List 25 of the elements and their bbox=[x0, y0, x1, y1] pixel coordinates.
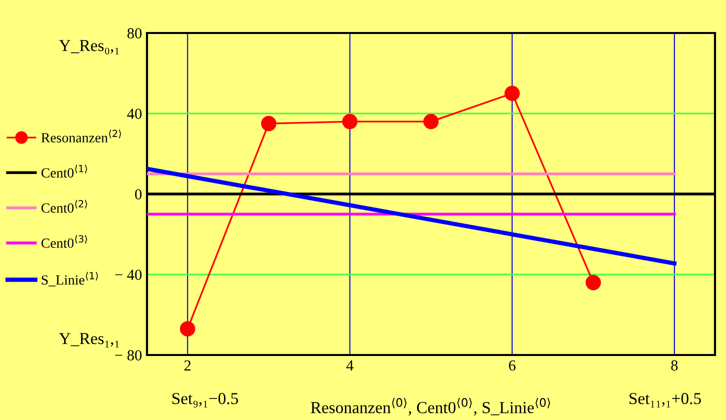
legend-label: Cent0$^{⟨3⟩}$ bbox=[41, 235, 88, 248]
y-tick-label: 40 bbox=[127, 108, 142, 119]
point bbox=[586, 274, 601, 290]
y-tick-label: 80 bbox=[127, 28, 142, 38]
point bbox=[342, 114, 358, 130]
legend-label: S_Linie$^{⟨1⟩}$ bbox=[42, 272, 98, 286]
text: Set₁₁,₁+0.5 bbox=[630, 392, 701, 408]
x-tick-label: 8 bbox=[671, 360, 678, 371]
y-tick-label: − 40 bbox=[115, 270, 142, 280]
x-axis-title: Resonanzen$^{⟨0⟩}$, Cent0$^{⟨0⟩}$, S_Linie$^{⟨0⟩}$ bbox=[310, 398, 550, 416]
text: Y_Res₁,₁ bbox=[59, 333, 119, 348]
legend-label: Cent0$^{⟨1⟩}$ bbox=[41, 164, 88, 178]
point bbox=[504, 86, 520, 102]
legend-label: Resonanzen$^{⟨2⟩}$ bbox=[41, 130, 122, 142]
x-tick-label: 2 bbox=[184, 360, 191, 370]
point bbox=[423, 114, 439, 130]
y-tick-label: − 80 bbox=[115, 350, 142, 360]
text: Y_Res₀,₁ bbox=[59, 40, 119, 54]
x-tick-label: 6 bbox=[508, 360, 516, 371]
point bbox=[261, 116, 276, 132]
point bbox=[180, 321, 196, 336]
text: Set₉,₁−0.5 bbox=[172, 392, 238, 408]
y-tick-label: 0 bbox=[135, 189, 142, 200]
legend-label: Cent0$^{⟨2⟩}$ bbox=[41, 200, 88, 213]
x-tick-label: 4 bbox=[346, 360, 354, 370]
